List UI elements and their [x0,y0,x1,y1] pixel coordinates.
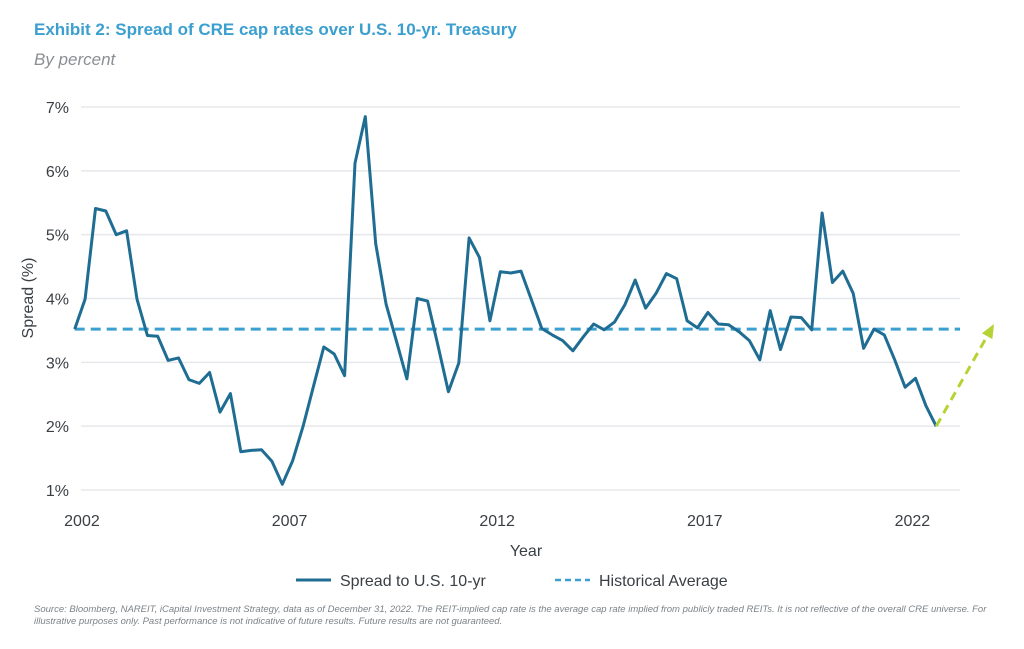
legend-label-average: Historical Average [599,573,728,590]
x-tick-label: 2022 [895,513,931,530]
y-tick-label: 6% [46,164,69,181]
arrow-shaft [934,330,992,427]
chart-subtitle: By percent [34,50,116,69]
y-axis-ticks: 1% 2% 3% 4% 5% 6% 7% [46,100,69,500]
data-points [74,116,937,485]
arrow-head-icon [981,324,994,340]
projection-arrow [934,324,994,427]
chart-title: Exhibit 2: Spread of CRE cap rates over … [34,20,517,39]
y-tick-label: 2% [46,419,69,436]
source-note: Source: Bloomberg, NAREIT, iCapital Inve… [34,604,987,627]
gridlines [81,106,960,491]
y-tick-label: 4% [46,292,69,309]
x-tick-label: 2017 [687,513,723,530]
x-tick-label: 2007 [272,513,308,530]
y-tick-label: 1% [46,483,69,500]
x-tick-label: 2012 [479,513,515,530]
spread-series-line [73,115,938,486]
y-tick-label: 3% [46,355,69,372]
y-tick-label: 5% [46,228,69,245]
legend-label-spread: Spread to U.S. 10-yr [340,573,487,590]
y-tick-label: 7% [46,100,69,117]
x-axis-label: Year [510,543,543,560]
x-tick-label: 2002 [64,513,100,530]
y-axis-label: Spread (%) [20,258,37,339]
legend: Spread to U.S. 10-yr Historical Average [296,573,728,590]
x-axis-ticks: 2002 2007 2012 2017 2022 [64,513,930,530]
